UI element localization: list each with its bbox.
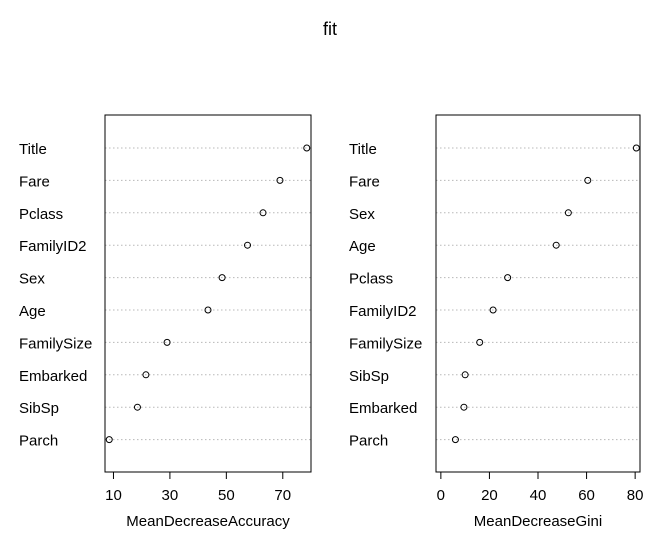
category-label: Parch [19,433,58,450]
x-tick-label: 50 [218,487,235,504]
data-point [303,144,311,152]
category-label: FamilySize [349,335,422,352]
x-tick-label: 20 [481,487,498,504]
data-point [259,209,267,217]
category-label: Fare [19,173,50,190]
data-point [142,371,150,379]
data-point [244,241,252,249]
category-label: Sex [19,271,45,288]
x-axis-label: MeanDecreaseGini [474,513,602,530]
panel-mean-decrease-accuracy: Title Fare Pclass FamilyID2 Sex Age FamilySize… [19,114,312,530]
data-point [489,306,497,314]
data-point [632,144,640,152]
x-tick-label: 60 [578,487,595,504]
data-point [133,403,141,411]
x-tick-label: 0 [437,487,445,504]
category-label: Title [349,141,377,158]
data-point [276,176,284,184]
x-tick-label: 40 [530,487,547,504]
data-point [460,403,468,411]
category-label: FamilyID2 [349,303,417,320]
category-label: SibSp [19,400,59,417]
data-point [552,241,560,249]
data-point [218,274,226,282]
x-tick-label: 80 [627,487,644,504]
category-label: FamilySize [19,335,92,352]
category-label: Pclass [19,206,63,223]
category-label: Embarked [349,400,417,417]
data-point [584,176,592,184]
category-label: Embarked [19,368,87,385]
data-point [451,436,459,444]
x-axis-label: MeanDecreaseAccuracy [126,513,290,530]
data-point [476,338,484,346]
category-label: FamilyID2 [19,238,87,255]
data-point [461,371,469,379]
data-point [564,209,572,217]
category-label: Title [19,141,47,158]
category-label: Sex [349,206,375,223]
data-point [504,274,512,282]
x-tick-label: 10 [105,487,122,504]
category-label: Age [19,303,46,320]
category-label: Pclass [349,271,393,288]
x-tick-label: 70 [274,487,291,504]
category-label: Age [349,238,376,255]
plot-frame [104,114,312,473]
plot-frame [435,114,641,473]
category-label: Fare [349,173,380,190]
category-label: SibSp [349,368,389,385]
category-label: Parch [349,433,388,450]
panel-mean-decrease-gini: Title Fare Sex Age Pclass FamilyID2 FamilySize… [349,114,644,530]
data-point [204,306,212,314]
data-point [105,436,113,444]
x-tick-label: 30 [162,487,179,504]
data-point [163,338,171,346]
chart-title: fit [323,19,337,39]
